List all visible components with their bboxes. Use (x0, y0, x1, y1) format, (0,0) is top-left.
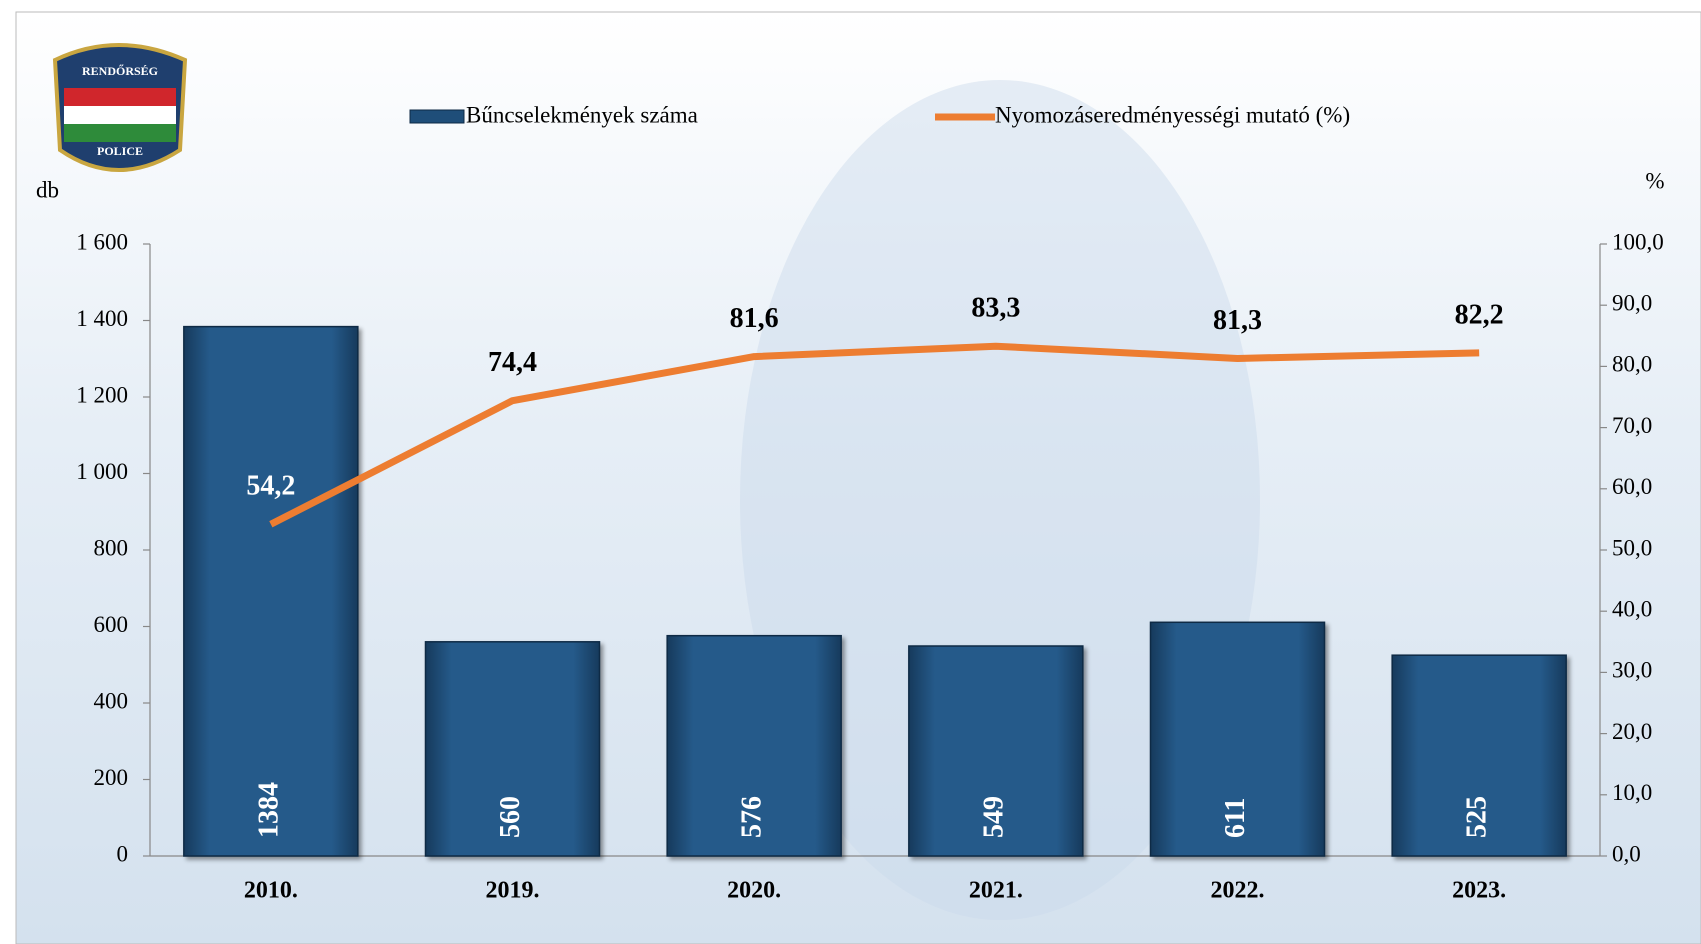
bar-value-label: 611 (1220, 798, 1251, 838)
line-value-label: 81,3 (1213, 305, 1262, 336)
y-tick-label: 400 (94, 688, 129, 713)
bar-value-label: 525 (1462, 796, 1493, 838)
x-tick-label: 2022. (1211, 878, 1265, 904)
legend-swatch (410, 110, 464, 123)
y-tick-label: 200 (94, 765, 129, 790)
y-tick-label: 600 (94, 612, 129, 637)
bar-value-label: 1384 (253, 782, 284, 838)
y2-axis-label: % (1645, 168, 1664, 193)
logo-green (64, 124, 176, 142)
y2-tick-label: 100,0 (1612, 229, 1664, 254)
line-value-label: 82,2 (1455, 299, 1504, 330)
bar (184, 327, 358, 856)
x-tick-label: 2019. (486, 878, 540, 904)
x-tick-label: 2021. (969, 878, 1023, 904)
x-tick-label: 2010. (244, 878, 298, 904)
x-tick-label: 2020. (727, 878, 781, 904)
y-tick-label: 800 (94, 535, 129, 560)
y-axis-label: db (36, 177, 59, 202)
bar-value-label: 549 (978, 796, 1009, 838)
page: RENDŐRSÉG POLICE db % 0 200 400 600 800 1 000… (0, 0, 1701, 944)
logo: RENDŐRSÉG POLICE (55, 45, 185, 170)
y2-tick-label: 0,0 (1612, 841, 1641, 866)
line-value-label: 54,2 (246, 471, 295, 502)
line-value-label: 81,6 (730, 303, 779, 334)
line-value-label: 83,3 (971, 293, 1020, 324)
y2-tick-label: 30,0 (1612, 658, 1652, 683)
logo-top: RENDŐRSÉG (82, 63, 158, 78)
bar-value-label: 560 (495, 796, 526, 838)
logo-bottom: POLICE (97, 144, 143, 158)
y2-tick-label: 60,0 (1612, 474, 1652, 499)
chart: RENDŐRSÉG POLICE db % 0 200 400 600 800 1 000… (0, 0, 1701, 944)
y2-tick-label: 40,0 (1612, 596, 1652, 621)
logo-white (64, 106, 176, 124)
y-tick-label: 1 200 (76, 382, 128, 407)
y-tick-label: 1 000 (76, 459, 128, 484)
y-tick-label: 0 (117, 841, 129, 866)
logo-red (64, 88, 176, 106)
bar-value-label: 576 (737, 796, 768, 838)
y2-tick-label: 70,0 (1612, 413, 1652, 438)
y2-tick-label: 50,0 (1612, 535, 1652, 560)
y2-tick-label: 10,0 (1612, 780, 1652, 805)
legend-label: Nyomozáseredményességi mutató (%) (995, 102, 1350, 127)
y2-tick-label: 20,0 (1612, 719, 1652, 744)
y-tick-label: 1 600 (76, 229, 128, 254)
y2-tick-label: 80,0 (1612, 352, 1652, 377)
line-value-label: 74,4 (488, 347, 537, 378)
x-tick-label: 2023. (1452, 878, 1506, 904)
y2-tick-label: 90,0 (1612, 290, 1652, 315)
legend-label: Bűncselekmények száma (466, 102, 698, 127)
y-tick-label: 1 400 (76, 306, 128, 331)
